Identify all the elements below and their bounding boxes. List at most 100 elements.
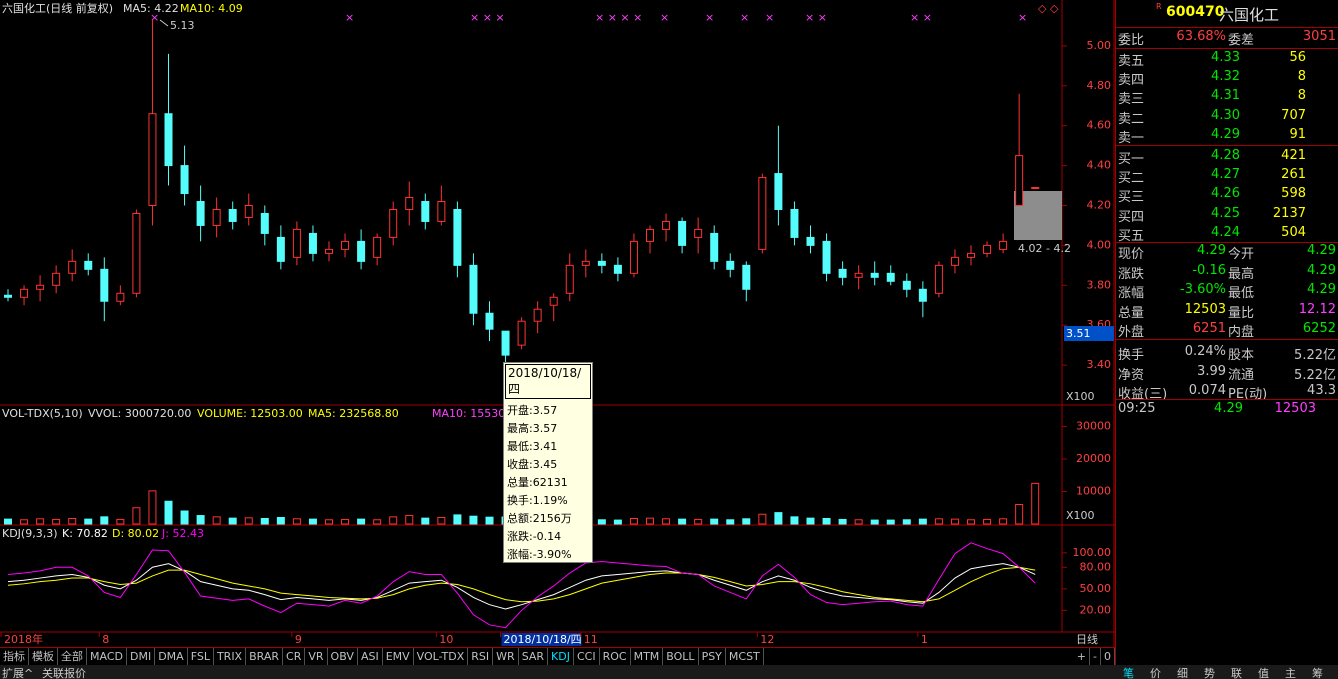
side-tab[interactable]: 势 xyxy=(1204,667,1215,679)
pane-title: VOL-TDX(5,10) xyxy=(2,407,83,420)
candle-body xyxy=(934,264,943,294)
volume-bar xyxy=(838,518,847,525)
volume-bar xyxy=(629,517,638,525)
svg-text:×: × xyxy=(740,11,749,24)
quote-cell: 4.29 xyxy=(1307,243,1336,258)
indicator-tab[interactable]: ASI xyxy=(358,648,383,666)
candle-body xyxy=(726,260,735,270)
tab-control[interactable]: + xyxy=(1074,648,1091,666)
candle-body xyxy=(148,113,157,206)
marker-diamond: ◇ xyxy=(1050,2,1059,15)
ma-label: MA5: 4.22 xyxy=(123,2,179,15)
indicator-tab[interactable]: MTM xyxy=(631,648,664,666)
volume-bar xyxy=(806,517,815,525)
side-tab[interactable]: 价 xyxy=(1150,667,1161,679)
indicator-tab[interactable]: BRAR xyxy=(246,648,284,666)
candle-body xyxy=(1015,155,1024,206)
volume-bar xyxy=(934,518,943,525)
indicator-tab[interactable]: RSI xyxy=(468,648,494,666)
indicator-tab[interactable]: SAR xyxy=(519,648,549,666)
y-tick-label: 80.00 xyxy=(1080,560,1112,573)
volume-bar xyxy=(999,518,1008,525)
indicator-tabs: 指标 模板 全部 MACD DMI DMA FSL TRIX BRAR CR VR OBV ASI EMV… xyxy=(0,647,1115,666)
y-tick-label: 4.80 xyxy=(1087,79,1112,92)
quote-cell: 卖一 xyxy=(1118,130,1145,146)
volume-bar xyxy=(244,517,253,525)
indicator-tab[interactable]: DMA xyxy=(155,648,188,666)
candle-body xyxy=(164,113,173,167)
quote-cell: 504 xyxy=(1281,224,1306,240)
quote-cell: 股本 xyxy=(1228,348,1255,363)
quote-cell: 2137 xyxy=(1272,205,1306,221)
tooltip-line: 涨跌:-0.14 xyxy=(507,530,562,543)
stock-code: 600470 xyxy=(1166,4,1225,20)
y-tick-label: 4.00 xyxy=(1087,238,1112,251)
indicator-tab[interactable]: KDJ xyxy=(548,648,574,666)
quote-cell: 5.22亿 xyxy=(1294,367,1336,383)
y-tick-label: 30000 xyxy=(1076,420,1111,433)
quote-cell: 4.26 xyxy=(1211,186,1240,202)
volume-bar xyxy=(646,517,654,525)
period-label: 日线 xyxy=(1076,632,1098,646)
quote-cell: 63.68% xyxy=(1176,29,1226,44)
date-label: 10 xyxy=(439,633,453,646)
quote-cell: 09:25 xyxy=(1118,401,1156,416)
candle-body xyxy=(774,173,783,210)
candle-body xyxy=(742,264,751,290)
price-cursor-bg xyxy=(1064,326,1114,341)
quote-cell: 卖四 xyxy=(1118,73,1145,89)
indicator-tab[interactable]: DMI xyxy=(127,648,156,666)
candle-body xyxy=(276,236,285,262)
quote-cell: 43.3 xyxy=(1307,383,1336,399)
candle-body xyxy=(918,288,927,302)
indicator-tab[interactable]: ROC xyxy=(600,648,631,666)
volume-bar xyxy=(148,490,157,525)
indicator-tab[interactable]: VR xyxy=(305,648,328,666)
candle-body xyxy=(662,220,671,230)
indicator-tab[interactable]: MCST xyxy=(726,648,764,666)
side-tab[interactable]: 值 xyxy=(1258,667,1269,679)
indicator-tab[interactable]: FSL xyxy=(188,648,214,666)
footer-item[interactable]: 关联报价 xyxy=(42,667,86,679)
side-tab[interactable]: 联 xyxy=(1231,667,1242,679)
side-tab[interactable]: 主 xyxy=(1285,667,1296,679)
indicator-tab[interactable]: BOLL xyxy=(663,648,699,666)
candle-body xyxy=(36,284,45,290)
candle-body xyxy=(357,240,366,262)
indicator-tab[interactable]: WR xyxy=(493,648,519,666)
indicator-tab[interactable]: TRIX xyxy=(214,648,247,666)
indicator-tab[interactable]: OBV xyxy=(328,648,358,666)
footer-item[interactable]: 扩展^ xyxy=(2,667,34,679)
quote-cell: 3.99 xyxy=(1197,363,1226,379)
volume-bar xyxy=(967,519,975,525)
svg-text:× ×: × × xyxy=(805,11,827,24)
indicator-tab[interactable]: MACD xyxy=(87,648,127,666)
tab-control[interactable]: - xyxy=(1090,648,1101,666)
indicator-tab[interactable]: 模板 xyxy=(29,648,58,666)
indicator-tab[interactable]: VOL-TDX xyxy=(414,648,469,666)
indicator-tab[interactable]: EMV xyxy=(383,648,414,666)
indicator-tab[interactable]: 指标 xyxy=(0,648,29,666)
candle-body xyxy=(710,232,719,262)
side-tab[interactable]: 笔 xyxy=(1123,667,1134,679)
quote-cell: 261 xyxy=(1281,167,1306,183)
candle-body xyxy=(1031,187,1040,190)
quote-cell: 8 xyxy=(1297,69,1306,85)
indicator-tab[interactable]: PSY xyxy=(699,648,726,666)
quote-cell: 净资 xyxy=(1118,367,1145,383)
volume-bar xyxy=(36,518,45,525)
svg-text:×: × xyxy=(660,11,669,24)
indicator-tab[interactable]: 全部 xyxy=(58,648,87,666)
volume-bar xyxy=(485,516,494,525)
side-tab[interactable]: 筹 xyxy=(1312,667,1323,679)
candle-body xyxy=(790,208,799,238)
volume-bar xyxy=(469,515,478,525)
tab-control[interactable]: 0 xyxy=(1101,648,1115,666)
indicator-tab[interactable]: CCI xyxy=(574,648,600,666)
side-tab[interactable]: 细 xyxy=(1177,667,1188,679)
indicator-tab[interactable]: CR xyxy=(283,648,306,666)
quote-cell: 换手 xyxy=(1118,348,1145,363)
volume-bar xyxy=(373,519,382,525)
candle-body xyxy=(260,212,269,234)
volume-bar xyxy=(292,518,301,525)
